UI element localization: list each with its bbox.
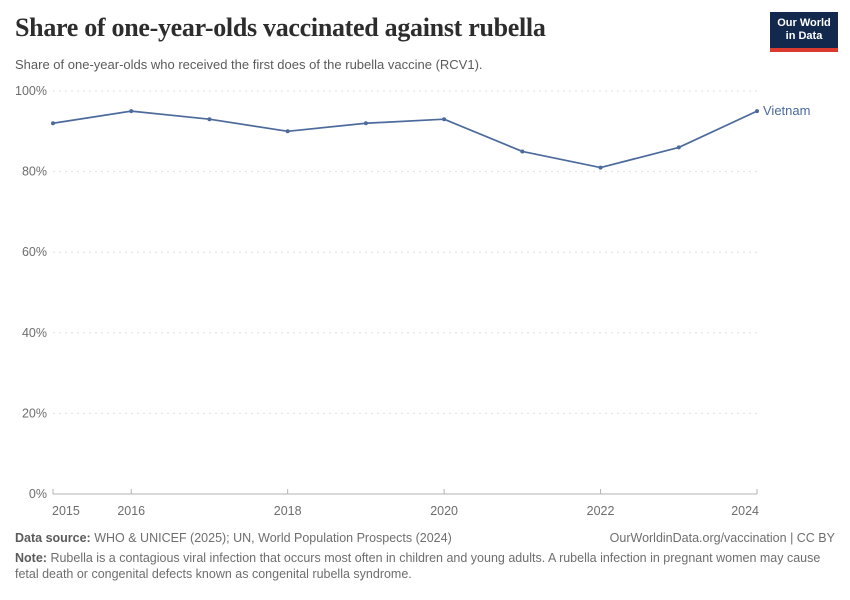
data-point[interactable] xyxy=(755,109,759,114)
page-title: Share of one-year-olds vaccinated agains… xyxy=(15,13,546,42)
owid-logo-accent-bar xyxy=(770,48,838,52)
x-tick-label: 2022 xyxy=(587,504,615,518)
footer-note-text: Rubella is a contagious viral infection … xyxy=(15,551,821,581)
data-point[interactable] xyxy=(363,121,368,126)
y-tick-label: 20% xyxy=(22,406,47,420)
x-tick-label: 2016 xyxy=(117,504,145,518)
data-point[interactable] xyxy=(676,145,681,150)
owid-logo-box: Our World in Data xyxy=(770,12,838,48)
data-point[interactable] xyxy=(51,121,55,126)
attribution-link[interactable]: OurWorldinData.org/vaccination | CC BY xyxy=(609,531,835,545)
y-tick-label: 0% xyxy=(29,487,47,501)
footer-source-row: Data source: WHO & UNICEF (2025); UN, Wo… xyxy=(15,531,835,545)
data-source-label: Data source: xyxy=(15,531,91,545)
line-chart[interactable]: 0% 20% 40% 60% 80% 100% 2015 2016 2018 2020 2022 20… xyxy=(0,0,850,530)
y-tick-label: 80% xyxy=(22,165,47,179)
data-point[interactable] xyxy=(442,117,447,122)
chart-subtitle: Share of one-year-olds who received the … xyxy=(15,57,483,72)
x-tick-label: 2018 xyxy=(274,504,302,518)
owid-logo-line1: Our World xyxy=(777,17,831,29)
x-tick-label: 2020 xyxy=(430,504,458,518)
owid-logo[interactable]: Our World in Data xyxy=(770,12,838,52)
data-source: Data source: WHO & UNICEF (2025); UN, Wo… xyxy=(15,531,452,545)
data-point[interactable] xyxy=(520,149,525,154)
y-tick-label: 60% xyxy=(22,245,47,259)
data-point[interactable] xyxy=(207,117,212,122)
x-tick-label: 2015 xyxy=(52,504,80,518)
footer-note-label: Note: xyxy=(15,551,47,565)
y-tick-label: 100% xyxy=(15,84,47,98)
data-point[interactable] xyxy=(129,109,134,114)
series-line[interactable] xyxy=(52,110,758,169)
data-point[interactable] xyxy=(285,129,290,134)
data-point[interactable] xyxy=(598,165,603,170)
x-tick-label: 2024 xyxy=(731,504,759,518)
footer-note: Note: Rubella is a contagious viral infe… xyxy=(15,551,837,582)
series-end-label[interactable]: Vietnam xyxy=(763,103,810,118)
owid-logo-line2: in Data xyxy=(785,30,823,42)
data-source-text: WHO & UNICEF (2025); UN, World Populatio… xyxy=(94,531,452,545)
y-tick-label: 40% xyxy=(22,326,47,340)
